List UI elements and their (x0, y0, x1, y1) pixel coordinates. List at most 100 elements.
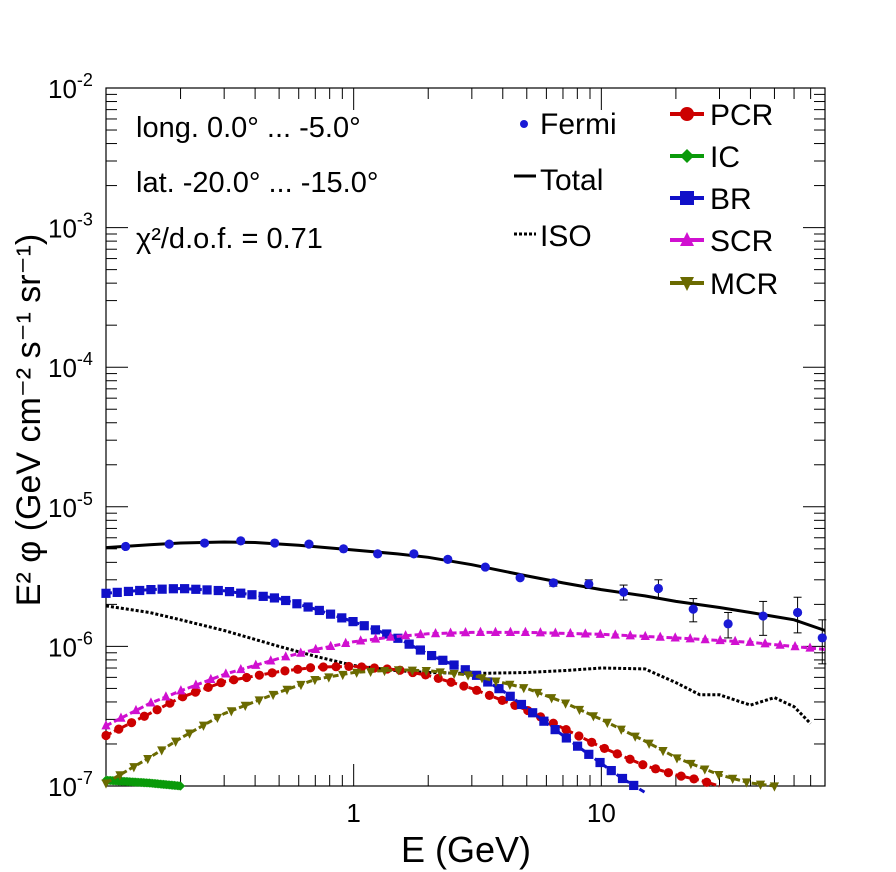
marker-circle (612, 749, 622, 759)
series-scr (101, 626, 826, 730)
legend-right: PCR IC BR SCR MCR (670, 99, 778, 301)
fermi-point (548, 578, 558, 588)
marker-circle (126, 718, 137, 728)
marker-square (157, 584, 167, 594)
marker-triangle-up (206, 673, 216, 684)
fermi-point (817, 633, 827, 643)
marker-triangle-down (700, 765, 710, 775)
marker-square (314, 605, 324, 616)
marker-circle (433, 673, 443, 683)
marker-circle (267, 668, 277, 678)
marker-triangle-down (449, 669, 459, 680)
marker-circle (561, 725, 571, 735)
marker-circle (241, 672, 252, 683)
marker-triangle-up (281, 651, 291, 661)
fermi-point (723, 619, 733, 629)
marker-triangle-up (251, 659, 261, 669)
marker-square (179, 584, 190, 594)
marker-square (460, 665, 470, 675)
marker-circle (446, 677, 456, 687)
marker-triangle-up (386, 631, 396, 641)
marker-triangle-up (445, 627, 456, 637)
y-tick-label: 10-7 (48, 768, 93, 802)
marker-circle (178, 692, 188, 702)
marker-triangle-down (672, 754, 682, 764)
marker-square (112, 587, 122, 597)
marker-triangle-up (520, 626, 531, 636)
marker-circle (484, 690, 495, 700)
marker-triangle-down (533, 688, 543, 699)
marker-triangle-down (310, 675, 320, 686)
marker-triangle-up (775, 639, 785, 649)
marker-square (584, 749, 594, 759)
fermi-point (270, 538, 280, 548)
marker-triangle-up (535, 627, 545, 637)
marker-triangle-up (176, 685, 186, 695)
series-layer (101, 540, 826, 794)
marker-triangle-up (610, 629, 620, 639)
legend-marker (680, 232, 694, 246)
fermi-point (758, 611, 768, 621)
marker-square (606, 765, 616, 776)
marker-triangle-down (560, 699, 571, 709)
legend-label: IC (710, 141, 740, 174)
marker-triangle-down (352, 668, 362, 678)
marker-triangle-down (421, 667, 431, 677)
marker-triangle-up (400, 630, 411, 640)
marker-triangle-up (341, 637, 351, 647)
marker-triangle-down (143, 754, 153, 765)
marker-triangle-up (131, 704, 141, 715)
marker-square (505, 691, 515, 701)
marker-triangle-up (221, 668, 231, 678)
marker-square (393, 633, 403, 643)
marker-triangle-down (101, 779, 111, 789)
marker-square (247, 590, 257, 600)
marker-triangle-up (311, 643, 321, 654)
legend-label: Total (540, 164, 603, 197)
marker-square (370, 625, 381, 635)
marker-triangle-up (191, 679, 201, 689)
marker-triangle-up (565, 627, 575, 638)
marker-triangle-up (685, 633, 695, 643)
info-text: long. 0.0° ... -5.0° (136, 112, 361, 144)
marker-square (269, 593, 280, 603)
marker-triangle-up (655, 631, 665, 641)
fermi-point (792, 607, 803, 618)
marker-triangle-up (670, 632, 680, 642)
marker-square (168, 584, 178, 594)
x-axis-title: E (GeV) (401, 829, 531, 870)
legend-fermi-symbol (520, 120, 528, 128)
marker-triangle-up (116, 712, 126, 722)
y-tick-label: 10-5 (48, 489, 93, 523)
marker-triangle-down (115, 771, 125, 781)
marker-square (292, 599, 302, 609)
fermi-point (236, 536, 246, 546)
marker-triangle-down (769, 782, 780, 792)
marker-circle (331, 662, 341, 672)
marker-triangle-down (616, 725, 626, 735)
marker-triangle-up (326, 640, 336, 650)
marker-triangle-up (805, 642, 815, 652)
marker-triangle-up (490, 626, 501, 636)
marker-square (629, 780, 639, 791)
marker-triangle-up (595, 628, 605, 638)
legend-marker (680, 191, 694, 205)
marker-circle (318, 662, 328, 672)
marker-triangle-up (505, 626, 516, 636)
labels-layer: 1 10 10-7 10-6 10-5 10-4 10-3 10-2 E (GeV) E² φ (… (10, 70, 778, 870)
series-total (105, 540, 826, 632)
marker-triangle-down (365, 667, 376, 678)
marker-square (123, 586, 134, 597)
marker-square (146, 584, 156, 595)
series-mcr (101, 666, 780, 792)
legend-left: Fermi Total ISO (514, 108, 617, 253)
series-br (101, 584, 646, 794)
fermi-point (409, 549, 419, 559)
marker-triangle-up (415, 628, 426, 639)
fermi-point (619, 587, 629, 597)
marker-square (337, 613, 347, 623)
marker-triangle-up (356, 635, 366, 645)
marker-triangle-up (550, 627, 560, 637)
marker-triangle-down (505, 680, 515, 691)
